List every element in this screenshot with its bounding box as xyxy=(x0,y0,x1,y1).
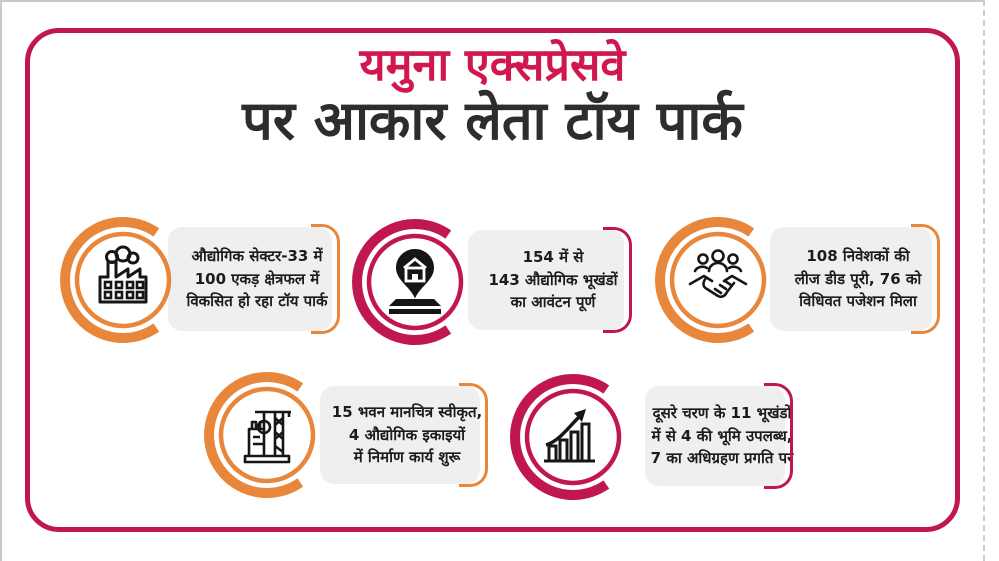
decorative-ring xyxy=(655,217,767,343)
stat-text-line: 4 औद्योगिक इकाइयों xyxy=(348,425,466,444)
stat-item-lease-possession: 108 निवेशकों की लीज डीड पूरी, 76 को विधि… xyxy=(653,215,940,350)
stat-item-construction-start: 15 भवन मानचित्र स्वीकृत, 4 औद्योगिक इकाइ… xyxy=(202,370,488,505)
handshake-investors-icon xyxy=(688,249,748,299)
stat-text-box: दूसरे चरण के 11 भूखंडों में से 4 की भूमि… xyxy=(645,383,793,489)
stat-text-line: 143 औद्योगिक भूखंडों xyxy=(488,270,618,289)
stat-text-line: विकसित हो रहा टॉय पार्क xyxy=(186,292,328,311)
growth-chart-icon xyxy=(544,409,595,463)
stat-text-line: 15 भवन मानचित्र स्वीकृत, xyxy=(331,403,483,422)
stat-text-line: 7 का अधिग्रहण प्रगति पर xyxy=(650,449,794,468)
decorative-ring xyxy=(352,219,464,345)
stat-text-box: औद्योगिक सेक्टर-33 में 100 एकड़ क्षेत्रफ… xyxy=(168,224,340,334)
construction-crane-icon xyxy=(243,410,291,464)
stat-text-line: में निर्माण कार्य शुरू xyxy=(353,448,461,467)
stat-text-box: 154 में से 143 औद्योगिक भूखंडों का आवंटन… xyxy=(468,227,632,333)
page-edge-left xyxy=(0,0,2,561)
title-line-2: पर आकार लेता टॉय पार्क xyxy=(242,89,743,153)
stat-text-line: का आवंटन पूर्ण xyxy=(510,293,596,312)
stat-text-box: 108 निवेशकों की लीज डीड पूरी, 76 को विधि… xyxy=(770,224,940,334)
stat-text-line: में से 4 की भूमि उपलब्ध, xyxy=(651,426,793,445)
page-edge-top xyxy=(0,0,984,2)
stat-text-line: 154 में से xyxy=(522,248,584,267)
stat-item-park-development: औद्योगिक सेक्टर-33 में 100 एकड़ क्षेत्रफ… xyxy=(58,215,340,350)
stat-text-line: 108 निवेशकों की xyxy=(806,247,910,266)
page-edge-divider xyxy=(983,0,985,561)
title-line-1: यमुना एक्सप्रेसवे xyxy=(359,38,626,91)
stat-text-box: 15 भवन मानचित्र स्वीकृत, 4 औद्योगिक इकाइ… xyxy=(320,383,488,487)
stat-text-line: औद्योगिक सेक्टर-33 में xyxy=(191,247,323,266)
stat-text-line: 100 एकड़ क्षेत्रफल में xyxy=(194,269,320,288)
stat-text-line: लीज डीड पूरी, 76 को xyxy=(794,269,922,288)
stat-item-plot-allotment: 154 में से 143 औद्योगिक भूखंडों का आवंटन… xyxy=(350,217,632,352)
decorative-ring xyxy=(204,372,316,498)
decorative-ring xyxy=(60,217,172,343)
decorative-ring xyxy=(510,374,622,500)
stat-text-line: दूसरे चरण के 11 भूखंडों xyxy=(652,404,792,423)
infographic-card-border xyxy=(25,28,960,532)
stat-text-line: विधिवत पजेशन मिला xyxy=(799,292,917,311)
infographic-title: यमुना एक्सप्रेसवे पर आकार लेता टॉय पार्क xyxy=(25,38,960,153)
location-pin-house-icon xyxy=(389,249,441,314)
stat-item-phase2-land: दूसरे चरण के 11 भूखंडों में से 4 की भूमि… xyxy=(508,372,793,507)
factory-icon xyxy=(98,245,148,304)
